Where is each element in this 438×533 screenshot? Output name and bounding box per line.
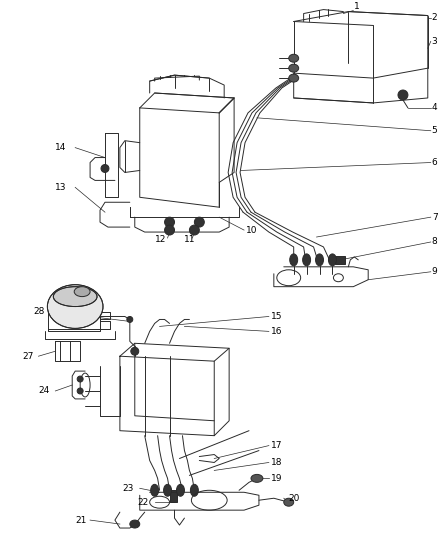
Text: 11: 11 [184,236,196,245]
Text: 24: 24 [39,386,49,395]
Text: 20: 20 [289,494,300,503]
Text: 15: 15 [271,312,283,321]
Text: 19: 19 [271,474,283,483]
Ellipse shape [127,317,133,322]
Ellipse shape [130,520,140,528]
Ellipse shape [328,254,336,266]
Ellipse shape [177,484,184,496]
Ellipse shape [189,225,199,235]
Ellipse shape [251,474,263,482]
Ellipse shape [191,484,198,496]
Ellipse shape [77,388,83,394]
Ellipse shape [131,348,139,355]
Ellipse shape [289,64,299,72]
Text: 9: 9 [432,267,438,276]
Text: 21: 21 [75,515,87,524]
Ellipse shape [47,285,103,328]
Text: 4: 4 [432,103,438,112]
Text: 17: 17 [271,441,283,450]
Ellipse shape [165,217,174,227]
Text: 23: 23 [122,484,133,493]
Ellipse shape [289,74,299,82]
Text: 27: 27 [22,352,34,361]
Ellipse shape [315,254,324,266]
Ellipse shape [289,54,299,62]
Ellipse shape [165,225,174,235]
Ellipse shape [194,217,204,227]
Text: 13: 13 [55,183,67,192]
Text: 8: 8 [432,238,438,246]
Text: 3: 3 [432,37,438,46]
Bar [170,490,177,502]
Ellipse shape [284,498,294,506]
Ellipse shape [74,287,90,296]
Text: 28: 28 [33,307,45,316]
Text: 7: 7 [432,213,438,222]
Ellipse shape [77,376,83,382]
Ellipse shape [101,165,109,173]
Text: 18: 18 [271,458,283,467]
Text: 16: 16 [271,327,283,336]
Ellipse shape [290,254,298,266]
Text: 22: 22 [138,498,149,507]
Bar [336,256,345,264]
Ellipse shape [53,287,97,306]
Text: 14: 14 [55,143,67,152]
Ellipse shape [303,254,311,266]
Text: 10: 10 [246,225,258,235]
Ellipse shape [398,90,408,100]
Text: 12: 12 [155,236,166,245]
Text: 1: 1 [354,2,360,11]
Ellipse shape [151,484,159,496]
Text: 6: 6 [432,158,438,167]
Text: 2: 2 [432,13,438,22]
Ellipse shape [163,484,172,496]
Text: 5: 5 [432,126,438,135]
